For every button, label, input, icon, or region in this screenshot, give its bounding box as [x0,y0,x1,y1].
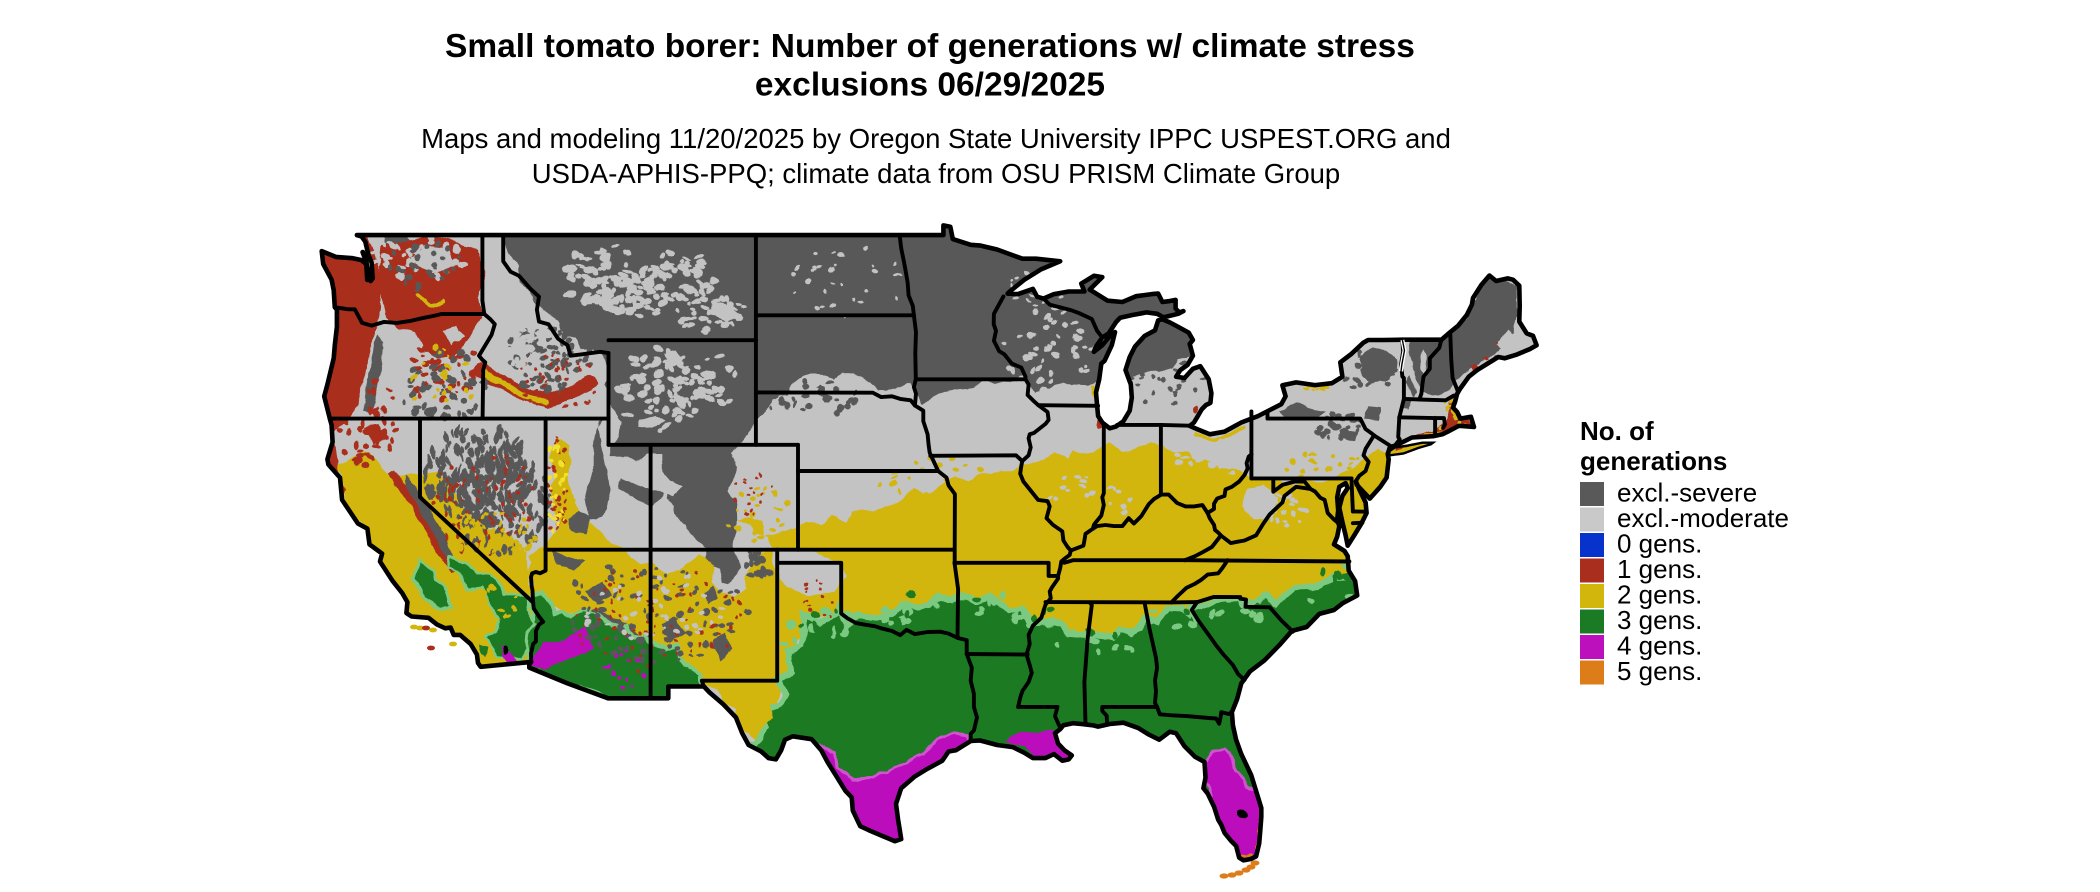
svg-text:exclusions 06/29/2025: exclusions 06/29/2025 [755,67,1105,104]
svg-text:4 gens.: 4 gens. [1617,631,1702,661]
svg-text:3 gens.: 3 gens. [1617,605,1702,635]
svg-text:generations: generations [1580,446,1727,476]
svg-text:0 gens.: 0 gens. [1617,529,1702,559]
svg-text:USDA-APHIS-PPQ; climate data f: USDA-APHIS-PPQ; climate data from OSU PR… [532,158,1340,189]
svg-text:Small tomato borer: Number of: Small tomato borer: Number of generation… [445,28,1415,65]
svg-text:1 gens.: 1 gens. [1617,554,1702,584]
svg-text:excl.-moderate: excl.-moderate [1617,503,1789,533]
svg-text:5 gens.: 5 gens. [1617,656,1702,686]
svg-text:Maps and modeling 11/20/2025 b: Maps and modeling 11/20/2025 by Oregon S… [421,123,1451,154]
svg-text:No. of: No. of [1580,416,1654,446]
svg-text:excl.-severe: excl.-severe [1617,478,1757,508]
svg-text:2 gens.: 2 gens. [1617,580,1702,610]
